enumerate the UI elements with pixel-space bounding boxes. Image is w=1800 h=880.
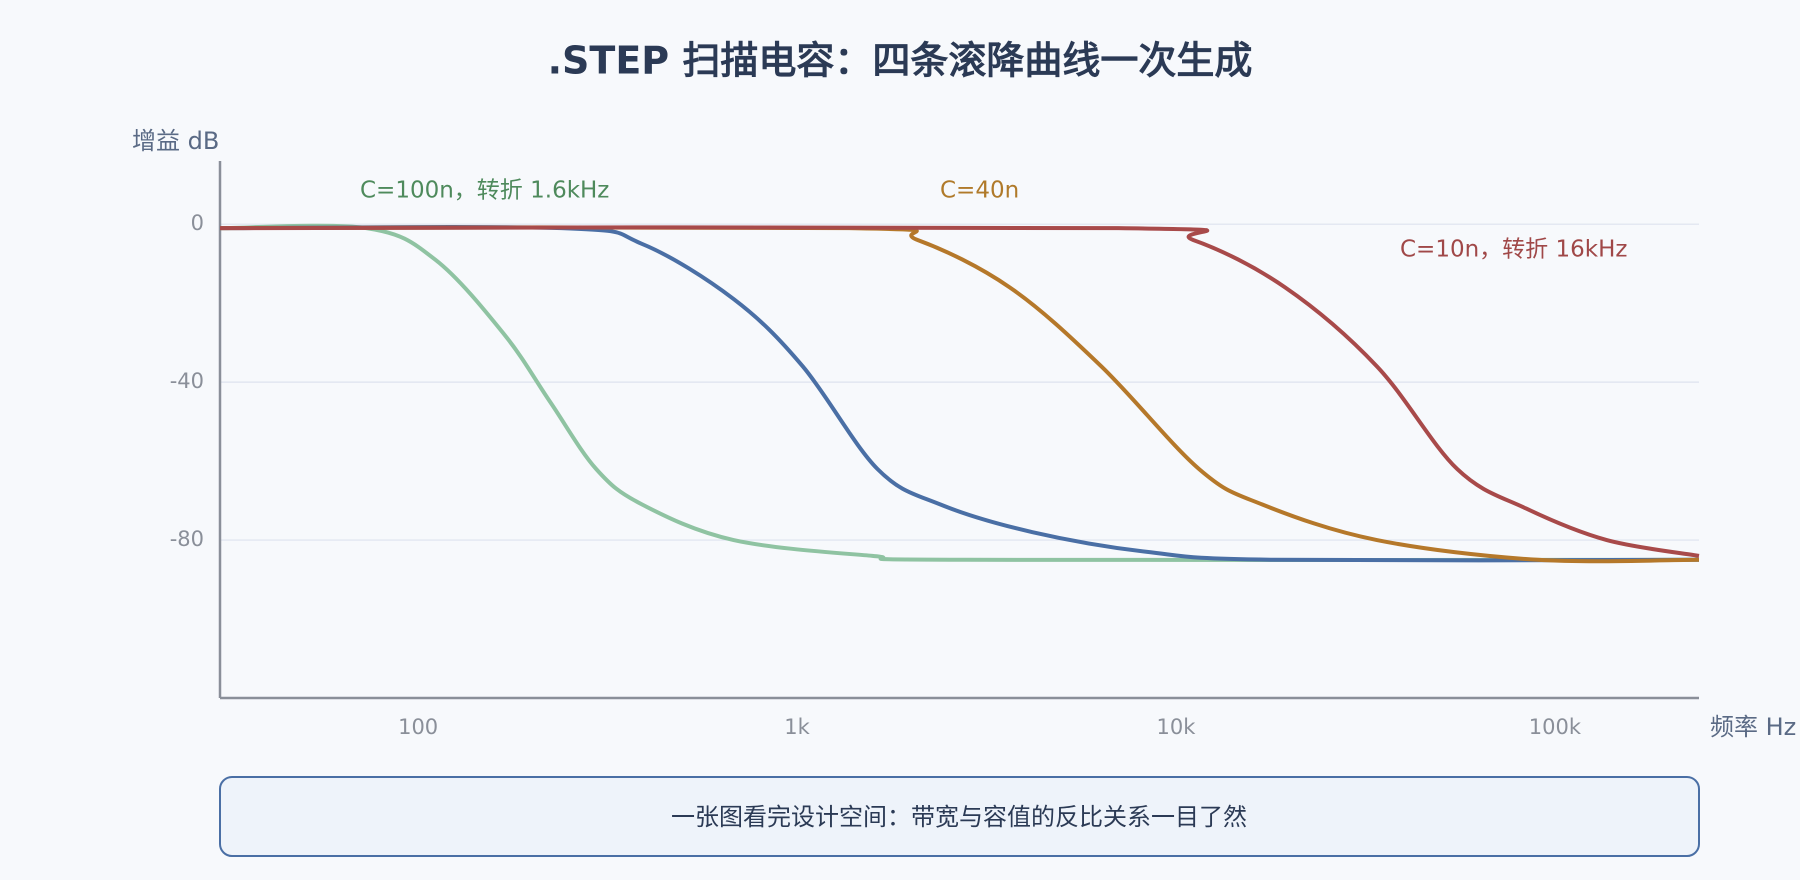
annotation: C=100n，转折 1.6kHz [360, 178, 609, 204]
x-tick-label: 1k [784, 715, 810, 739]
series-line [219, 225, 1700, 558]
annotation: C=40n [940, 178, 1019, 204]
annotation: C=10n，转折 16kHz [1400, 237, 1627, 263]
y-tick-label: -40 [170, 369, 204, 393]
series-line [219, 224, 1700, 563]
x-tick-label: 100 [398, 715, 438, 739]
note: 一张图看完设计空间：带宽与容值的反比关系一目了然 [671, 803, 1247, 831]
chart-title: .STEP 扫描电容：四条滚降曲线一次生成 [548, 39, 1253, 83]
x-tick-label: 100k [1529, 715, 1582, 739]
y-axis-label: 增益 dB [132, 127, 219, 155]
note-box [219, 776, 1700, 857]
y-tick-label: -80 [170, 527, 204, 551]
x-axis-label: 频率 Hz [1710, 713, 1796, 741]
series-line [219, 223, 1700, 563]
x-tick-label: 10k [1157, 715, 1197, 739]
y-tick-label: 0 [191, 211, 204, 235]
